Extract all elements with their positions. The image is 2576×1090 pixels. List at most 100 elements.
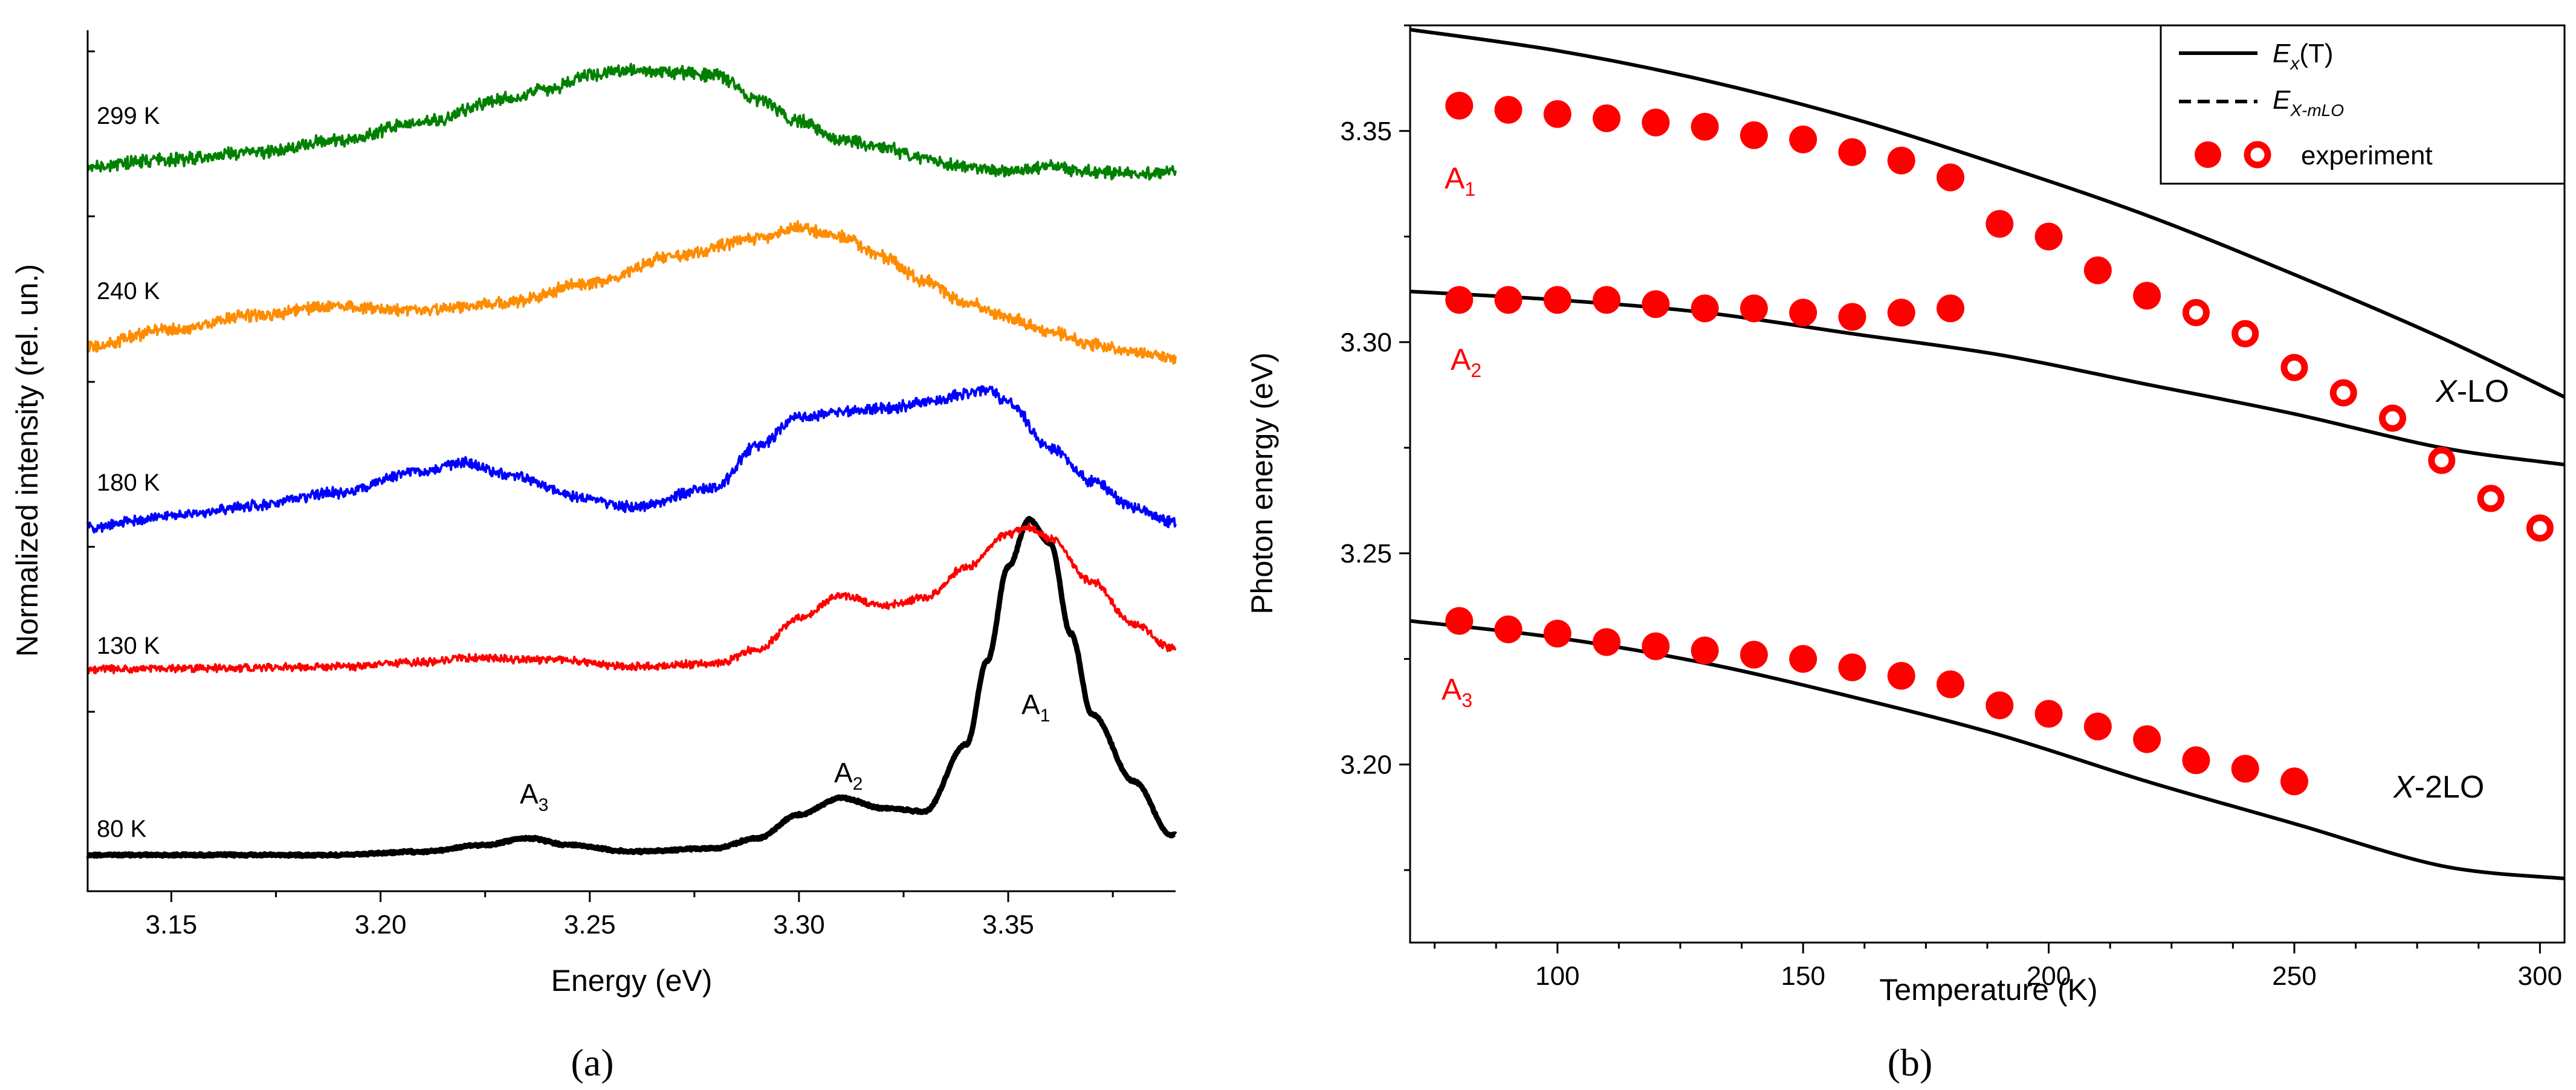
marker-a1 <box>1887 146 1915 175</box>
panel-a-y-axis-title: Normalized intensity (rel. un.) <box>10 264 44 657</box>
curve-label-x-lo: X-LO <box>2435 374 2509 409</box>
curve-x-2lo <box>1409 619 2565 880</box>
panel-a-x-tick-label: 3.35 <box>982 910 1034 940</box>
marker-a3 <box>1642 632 1670 660</box>
curve-e-x-t- <box>1409 28 2566 399</box>
marker-a3 <box>2133 725 2161 753</box>
trace-299k <box>86 63 1177 181</box>
marker-a3 <box>1691 636 1719 665</box>
experiment-markers <box>1445 91 2554 796</box>
marker-a3 <box>1739 640 1768 669</box>
marker-open <box>2182 298 2210 326</box>
panel-a-axes <box>86 30 1176 892</box>
panel-a-x-axis-title: Energy (eV) <box>551 964 713 998</box>
trace-label-299k: 299 K <box>97 103 160 129</box>
peak-label-a2: A2 <box>834 757 862 794</box>
marker-a2 <box>1642 290 1670 318</box>
trace-80k <box>85 515 1178 859</box>
spectra-traces <box>85 63 1178 859</box>
marker-open <box>2231 320 2259 347</box>
trace-label-80k: 80 K <box>97 816 147 842</box>
panel-b-y-axis-title: Photon energy (eV) <box>1245 352 1279 614</box>
marker-a3 <box>1789 645 1817 673</box>
marker-a1 <box>1642 108 1670 137</box>
panel-b-x-tick-label: 300 <box>2518 961 2562 991</box>
marker-a1 <box>1937 163 1965 192</box>
legend-open-marker <box>2244 141 2271 169</box>
trace-label-180k: 180 K <box>97 469 160 496</box>
marker-a3 <box>1593 628 1621 656</box>
marker-a1 <box>1691 112 1719 141</box>
marker-a3 <box>1494 615 1523 643</box>
marker-a3 <box>1445 607 1474 635</box>
panel-a: 3.15 3.20 3.25 3.30 3.35 Energy (eV) Normali… <box>10 30 1178 1084</box>
marker-a1 <box>2133 282 2161 310</box>
panel-b-x-tick-label: 200 <box>2027 961 2071 991</box>
marker-a2 <box>1838 303 1866 331</box>
marker-a3 <box>1937 670 1965 698</box>
marker-open <box>2526 514 2554 542</box>
panel-b-x-axis-title: Temperature (K) <box>1879 973 2097 1007</box>
marker-a3 <box>2083 712 2112 741</box>
marker-a3 <box>2280 767 2308 796</box>
legend-label-exmlo: EX-mLO <box>2273 85 2344 120</box>
marker-a1 <box>1445 91 1474 120</box>
panel-b-y-ticks: 3.20 3.25 3.30 3.35 <box>1340 24 1410 871</box>
series-label-a3: A3 <box>1442 672 1472 711</box>
marker-open <box>2379 404 2407 432</box>
marker-open <box>2477 485 2505 512</box>
marker-a2 <box>1691 294 1719 323</box>
trace-130k <box>86 522 1177 675</box>
panel-b-x-tick-label: 100 <box>1535 961 1579 991</box>
marker-a1 <box>1593 104 1621 132</box>
panel-a-x-tick-label: 3.30 <box>773 910 825 940</box>
marker-a2 <box>1593 286 1621 314</box>
marker-a1 <box>2034 222 2063 251</box>
marker-a3 <box>1985 691 2014 720</box>
marker-a3 <box>2034 700 2063 728</box>
marker-a2 <box>1789 298 1817 327</box>
legend-filled-marker <box>2195 141 2221 168</box>
marker-a3 <box>1838 653 1866 682</box>
panel-b-y-tick-label: 3.20 <box>1340 750 1392 779</box>
marker-open <box>2280 353 2308 381</box>
panel-b-y-tick-label: 3.30 <box>1340 327 1392 357</box>
legend: Ex(T) EX-mLO experiment <box>2160 24 2566 185</box>
panel-b-x-tick-label: 150 <box>1781 961 1825 991</box>
panel-a-label: (a) <box>571 1041 613 1084</box>
marker-a2 <box>1445 286 1474 314</box>
marker-a1 <box>1838 138 1866 166</box>
series-label-a2: A2 <box>1451 343 1481 381</box>
marker-a1 <box>1543 100 1571 128</box>
trace-180k <box>86 385 1177 534</box>
marker-a3 <box>1543 619 1571 648</box>
marker-a3 <box>1887 662 1915 690</box>
panel-a-x-ticks: 3.15 3.20 3.25 3.30 3.35 <box>146 891 1114 940</box>
panel-a-x-tick-label: 3.15 <box>146 910 198 940</box>
panel-b-y-tick-label: 3.25 <box>1340 539 1392 569</box>
marker-a2 <box>1494 286 1523 314</box>
trace-240k <box>86 220 1177 365</box>
marker-open <box>2428 447 2456 474</box>
peak-label-a1: A1 <box>1021 689 1050 726</box>
marker-a1 <box>1985 210 2014 238</box>
curve-label-x-2lo: X-2LO <box>2393 770 2484 805</box>
panel-b-x-ticks: 100 150 200 250 300 <box>1434 943 2562 991</box>
panel-b: 3.20 3.25 3.30 3.35 100 150 200 250 300 Tempera… <box>1245 24 2566 1084</box>
marker-open <box>2329 379 2357 407</box>
trace-label-130k: 130 K <box>97 633 160 659</box>
marker-a2 <box>1739 294 1768 323</box>
series-label-a1: A1 <box>1445 161 1475 200</box>
marker-a1 <box>1494 95 1523 124</box>
legend-label-ex: Ex(T) <box>2273 39 2334 74</box>
panel-a-y-ticks <box>88 50 95 713</box>
marker-a2 <box>1937 294 1965 323</box>
marker-a1 <box>1739 121 1768 149</box>
marker-a1 <box>1789 125 1817 153</box>
panel-b-label: (b) <box>1888 1041 1933 1084</box>
trace-label-240k: 240 K <box>97 278 160 305</box>
panel-a-x-tick-label: 3.25 <box>564 910 616 940</box>
marker-a3 <box>2182 746 2210 775</box>
panel-b-y-tick-label: 3.35 <box>1340 117 1392 146</box>
